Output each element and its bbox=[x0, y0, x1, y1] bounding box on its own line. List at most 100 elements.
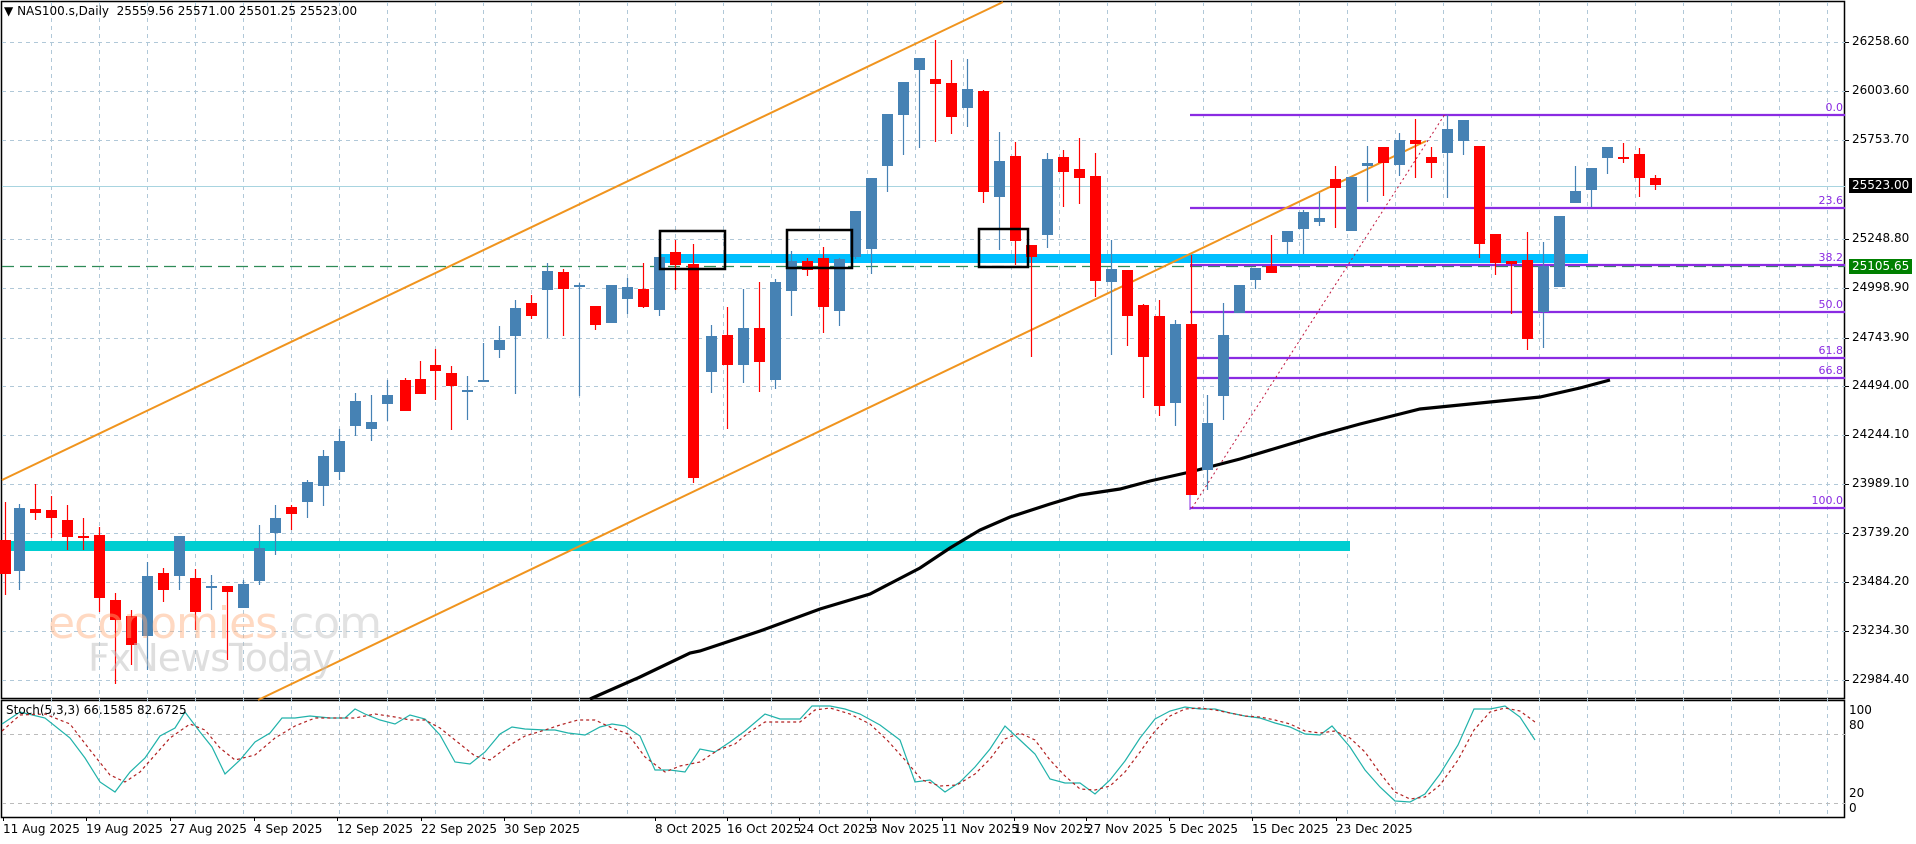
bull-candle bbox=[850, 211, 861, 259]
highlight-box-3 bbox=[977, 227, 1030, 269]
bull-candle bbox=[834, 258, 845, 326]
bull-candle bbox=[1250, 268, 1261, 289]
bear-candle bbox=[1154, 300, 1165, 416]
bull-candle bbox=[898, 82, 909, 155]
symbol-label: NAS100.s,Daily bbox=[17, 4, 110, 18]
bear-candle bbox=[30, 484, 41, 520]
bear-candle bbox=[526, 295, 537, 319]
main-pane-frame bbox=[0, 0, 1846, 700]
time-tick-label: 27 Nov 2025 bbox=[1086, 822, 1163, 836]
bull-candle bbox=[302, 480, 313, 518]
time-tick-label: 11 Aug 2025 bbox=[3, 822, 80, 836]
time-tick-label: 8 Oct 2025 bbox=[655, 822, 722, 836]
chart-title[interactable]: ▼ NAS100.s,Daily 25559.56 25571.00 25501… bbox=[4, 4, 357, 18]
watermark-economies-text: economies bbox=[48, 598, 278, 649]
time-tick-label: 11 Nov 2025 bbox=[942, 822, 1019, 836]
bull-candle bbox=[270, 505, 281, 555]
time-tick-label: 15 Dec 2025 bbox=[1252, 822, 1329, 836]
watermark-com-text: .com bbox=[277, 598, 382, 649]
bull-candle bbox=[1394, 133, 1405, 176]
current-price-tag: 25523.00 bbox=[1849, 178, 1913, 193]
bull-candle bbox=[366, 395, 377, 441]
price-channel bbox=[1, 1, 1427, 701]
bull-candle bbox=[462, 376, 473, 420]
bull-candle bbox=[1570, 166, 1581, 203]
time-tick-label: 19 Nov 2025 bbox=[1014, 822, 1091, 836]
bear-candle bbox=[946, 60, 957, 134]
price-tick-label: 23234.30 bbox=[1852, 623, 1910, 637]
bull-candle bbox=[1554, 216, 1565, 287]
fib-level-label: 0.0 bbox=[1825, 101, 1844, 114]
price-tick-label: 24494.00 bbox=[1852, 378, 1910, 392]
stoch-grid bbox=[2, 734, 1845, 804]
bear-candle bbox=[1378, 147, 1389, 196]
bear-candle bbox=[94, 527, 105, 612]
price-tick-label: 23739.20 bbox=[1852, 525, 1910, 539]
time-tick-label: 30 Sep 2025 bbox=[504, 822, 581, 836]
bear-candle bbox=[1426, 147, 1437, 178]
time-tick-label: 4 Sep 2025 bbox=[254, 822, 323, 836]
bull-candle bbox=[1170, 320, 1181, 426]
price-tick-label: 24998.90 bbox=[1852, 280, 1910, 294]
bear-candle bbox=[62, 505, 73, 550]
bear-candle bbox=[754, 282, 765, 392]
channel-upper-line bbox=[1, 1, 1004, 481]
bull-candle bbox=[770, 279, 781, 389]
bear-candle bbox=[430, 349, 441, 400]
bear-candle bbox=[1618, 143, 1629, 163]
bear-candle bbox=[158, 568, 169, 602]
ohlc-values: 25559.56 25571.00 25501.25 25523.00 bbox=[116, 4, 358, 18]
bull-candle bbox=[542, 263, 553, 338]
bear-candle bbox=[1650, 175, 1661, 190]
stoch-level-20: 20 bbox=[1849, 786, 1865, 800]
price-tick-label: 25753.70 bbox=[1852, 132, 1910, 146]
bull-candle bbox=[1234, 285, 1245, 313]
bear-candle bbox=[818, 247, 829, 333]
bear-candle bbox=[1186, 255, 1197, 495]
stoch-level-80: 80 bbox=[1849, 718, 1865, 732]
highlight-box-2 bbox=[785, 228, 854, 270]
bull-candle bbox=[14, 504, 25, 590]
bear-candle bbox=[1634, 148, 1645, 197]
bull-candle bbox=[142, 562, 153, 670]
highlight-box-1 bbox=[658, 229, 727, 271]
bull-candle bbox=[1314, 193, 1325, 226]
bear-candle bbox=[688, 244, 699, 483]
bull-candle bbox=[254, 525, 265, 585]
bear-candle bbox=[1122, 270, 1133, 346]
bear-candle bbox=[286, 505, 297, 530]
bear-candle bbox=[1330, 166, 1341, 228]
support-zones bbox=[2, 254, 1588, 551]
fib-level-label: 38.2 bbox=[1818, 251, 1844, 264]
channel-lower-line bbox=[257, 140, 1427, 701]
bear-candle bbox=[1058, 150, 1069, 207]
level-price-tag: 25105.65 bbox=[1849, 259, 1913, 274]
collapse-arrow-icon[interactable]: ▼ bbox=[4, 4, 14, 18]
time-tick-label: 3 Nov 2025 bbox=[870, 822, 940, 836]
bull-candle bbox=[510, 300, 521, 394]
highlight-boxes bbox=[658, 227, 1030, 271]
bull-candle bbox=[1346, 177, 1357, 231]
bull-candle bbox=[478, 343, 489, 382]
bear-candle bbox=[1090, 153, 1101, 297]
fib-level-label: 23.6 bbox=[1818, 194, 1844, 207]
price-tick-label: 26003.60 bbox=[1852, 83, 1910, 97]
fib-level-label: 100.0 bbox=[1811, 494, 1844, 507]
moving-average-line bbox=[589, 378, 1611, 701]
time-tick-label: 5 Dec 2025 bbox=[1169, 822, 1239, 836]
bull-candle bbox=[206, 575, 217, 610]
bull-candle bbox=[382, 380, 393, 421]
bull-candle bbox=[1586, 168, 1597, 207]
bull-candle bbox=[1042, 153, 1053, 248]
bull-candle bbox=[1106, 240, 1117, 355]
stoch-indicator-label: Stoch(5,3,3) 66.1585 82.6725 bbox=[6, 703, 187, 717]
time-tick-label: 27 Aug 2025 bbox=[170, 822, 247, 836]
bear-candle bbox=[670, 240, 681, 290]
price-tick-label: 26258.60 bbox=[1852, 34, 1910, 48]
fibonacci-levels bbox=[1189, 113, 1845, 510]
bear-candle bbox=[1074, 138, 1085, 204]
bear-candle bbox=[722, 307, 733, 429]
bull-candle bbox=[1458, 120, 1469, 155]
bear-candle bbox=[1010, 142, 1021, 265]
